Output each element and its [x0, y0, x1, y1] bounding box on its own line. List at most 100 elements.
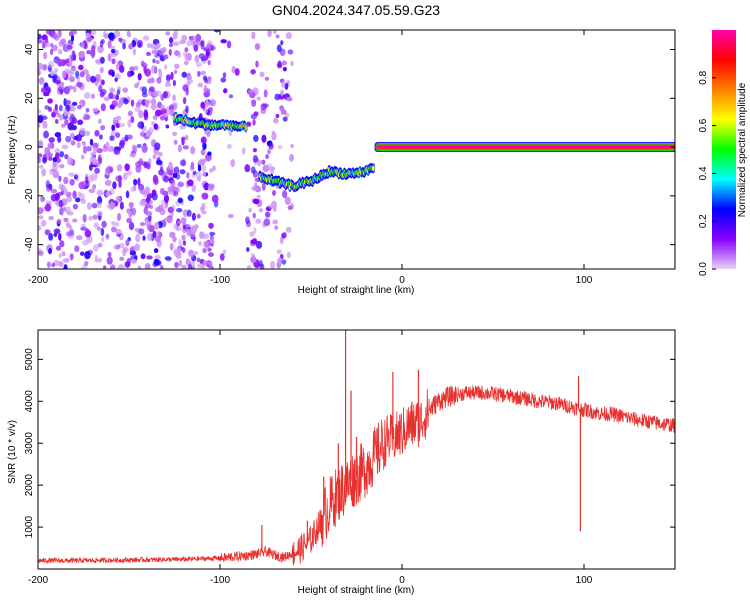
noise-blob	[165, 124, 170, 129]
noise-blob	[152, 230, 157, 238]
noise-blob	[256, 96, 261, 101]
noise-blob	[66, 45, 73, 50]
noise-blob	[40, 87, 47, 94]
noise-blob	[190, 146, 196, 155]
noise-blob	[109, 135, 115, 141]
noise-blob	[68, 31, 74, 37]
noise-blob	[245, 216, 250, 225]
noise-blob	[203, 233, 210, 240]
noise-blob	[196, 213, 201, 219]
noise-blob	[165, 31, 171, 36]
noise-blob	[246, 247, 250, 252]
noise-blob	[136, 143, 142, 148]
noise-blob	[49, 168, 54, 176]
noise-blob	[250, 166, 256, 174]
noise-blob	[176, 226, 182, 232]
noise-blob	[164, 203, 168, 210]
noise-blob	[220, 77, 227, 83]
noise-blob	[133, 178, 138, 186]
noise-blob	[96, 202, 102, 209]
noise-blob	[38, 157, 41, 164]
noise-blob	[113, 244, 119, 250]
noise-blob	[52, 44, 58, 52]
noise-blob	[142, 235, 146, 241]
noise-blob	[282, 116, 288, 122]
noise-blob	[92, 146, 98, 154]
noise-blob	[177, 220, 182, 225]
noise-blob	[153, 123, 158, 130]
noise-blob	[96, 148, 103, 154]
noise-blob	[170, 179, 176, 187]
noise-blob	[38, 109, 42, 114]
noise-blob	[97, 154, 102, 163]
noise-blob	[129, 70, 135, 76]
noise-blob	[154, 44, 160, 50]
noise-blob	[252, 147, 257, 153]
noise-blob	[219, 253, 225, 261]
noise-blob	[130, 116, 135, 124]
noise-blob	[182, 145, 190, 150]
noise-blob	[196, 257, 201, 263]
noise-blob	[151, 65, 156, 74]
noise-blob	[272, 219, 279, 225]
noise-blob	[186, 228, 191, 237]
noise-blob	[207, 59, 211, 66]
noise-blob	[108, 201, 116, 209]
noise-blob	[203, 78, 209, 83]
noise-blob	[38, 215, 44, 220]
noise-blob	[280, 40, 284, 46]
noise-blob	[198, 241, 202, 246]
noise-blob	[109, 264, 116, 269]
noise-blob	[38, 225, 42, 231]
snr-plot-area	[38, 330, 675, 566]
noise-blob	[119, 139, 126, 146]
noise-blob	[163, 54, 169, 60]
noise-blob	[146, 51, 151, 57]
noise-blob	[228, 130, 232, 136]
noise-blob	[99, 92, 105, 98]
noise-blob	[58, 104, 63, 112]
noise-blob	[285, 112, 290, 118]
noise-blob	[259, 259, 263, 267]
noise-blob	[150, 103, 158, 111]
noise-blob	[137, 177, 141, 186]
noise-blob	[76, 81, 83, 88]
noise-blob	[64, 187, 68, 196]
noise-blob	[208, 222, 214, 229]
noise-blob	[81, 41, 86, 49]
noise-blob	[137, 265, 142, 269]
noise-blob	[139, 221, 146, 227]
noise-blob	[57, 48, 63, 55]
noise-blob	[69, 132, 75, 139]
noise-blob	[181, 264, 187, 269]
noise-blob	[179, 169, 186, 175]
noise-blob	[138, 109, 144, 119]
noise-blob	[86, 202, 92, 210]
noise-blob	[256, 194, 261, 199]
noise-blob	[137, 160, 144, 166]
noise-blob	[38, 62, 44, 70]
noise-blob	[141, 144, 148, 153]
noise-blob	[38, 114, 44, 124]
noise-blob	[191, 184, 197, 192]
noise-blob	[47, 98, 53, 104]
noise-blob	[180, 217, 187, 224]
noise-blob	[263, 89, 268, 98]
noise-blob	[172, 94, 176, 102]
noise-blob	[69, 76, 75, 83]
noise-blob	[285, 32, 293, 40]
noise-blob	[211, 194, 219, 203]
noise-blob	[107, 53, 112, 62]
noise-blob	[67, 157, 74, 166]
noise-blob	[264, 76, 270, 81]
noise-blob	[252, 198, 260, 205]
spectrogram-y-tick-label: -20	[24, 188, 35, 203]
noise-blob	[148, 86, 155, 93]
noise-blob	[156, 239, 162, 248]
noise-blob	[172, 131, 178, 137]
noise-blob	[184, 134, 189, 141]
noise-blob	[202, 171, 206, 177]
noise-blob	[77, 134, 82, 141]
noise-blob	[137, 121, 145, 129]
noise-blob	[158, 169, 165, 176]
